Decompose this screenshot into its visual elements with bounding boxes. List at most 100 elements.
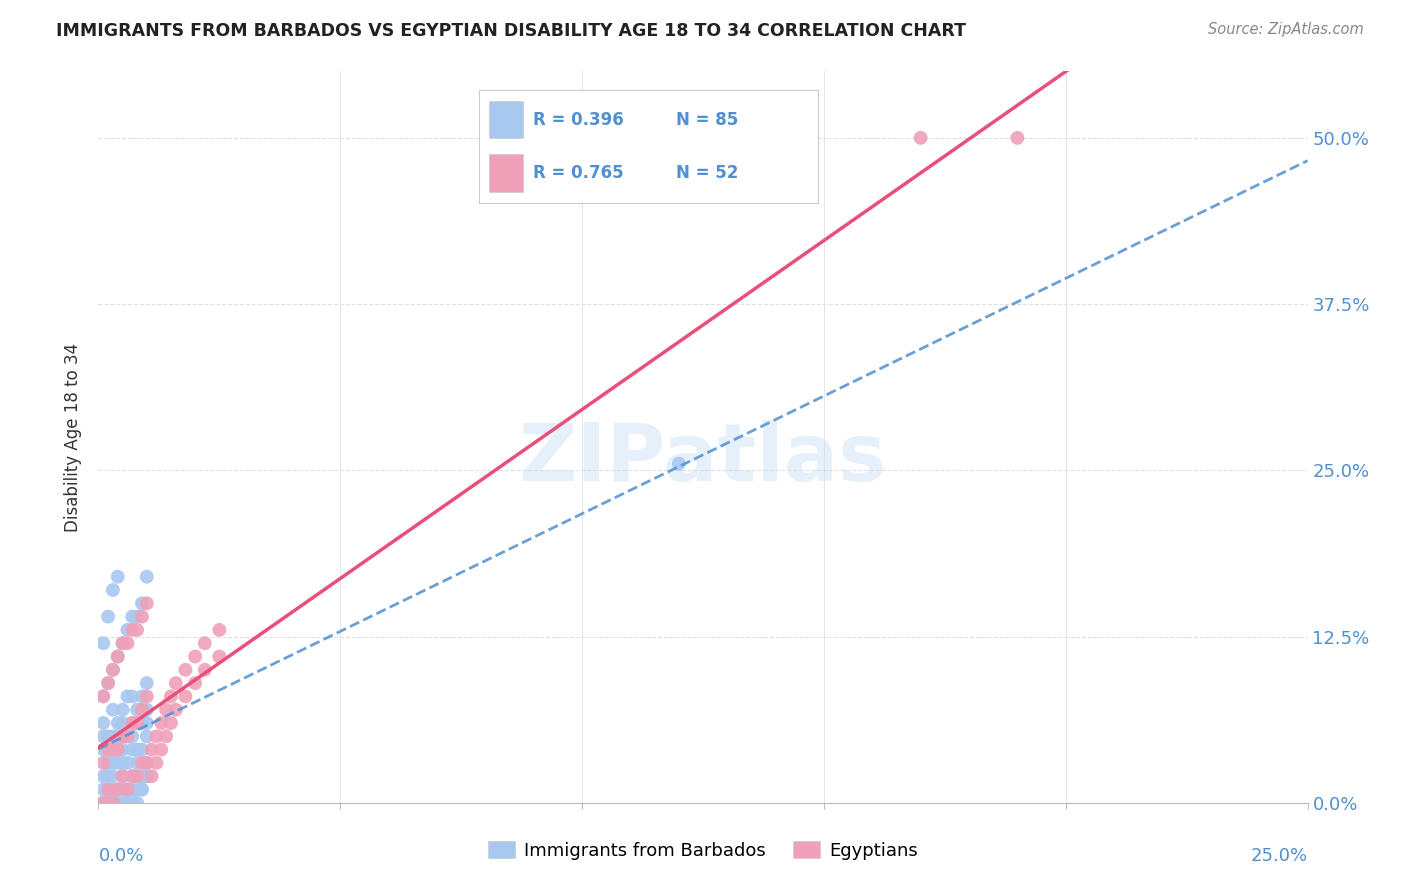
- Point: [101, 742, 124, 756]
- Point: [111, 756, 134, 770]
- Point: [127, 703, 149, 717]
- Point: [155, 729, 177, 743]
- Point: [101, 729, 124, 743]
- Point: [107, 756, 129, 770]
- Text: ZIPatlas: ZIPatlas: [519, 420, 887, 498]
- Point: [117, 782, 139, 797]
- Point: [127, 756, 149, 770]
- Point: [127, 716, 149, 731]
- Point: [668, 457, 690, 471]
- Point: [107, 742, 129, 756]
- Point: [121, 769, 143, 783]
- Point: [135, 756, 157, 770]
- Point: [121, 716, 143, 731]
- Point: [97, 729, 120, 743]
- Point: [145, 729, 167, 743]
- Point: [121, 796, 143, 810]
- Point: [127, 782, 149, 797]
- Point: [135, 703, 157, 717]
- Point: [107, 649, 129, 664]
- Point: [97, 782, 120, 797]
- Point: [91, 782, 114, 797]
- Point: [135, 716, 157, 731]
- Point: [107, 729, 129, 743]
- Legend: Immigrants from Barbados, Egyptians: Immigrants from Barbados, Egyptians: [481, 834, 925, 867]
- Point: [135, 690, 157, 704]
- Point: [107, 782, 129, 797]
- Point: [101, 769, 124, 783]
- Point: [184, 676, 207, 690]
- Point: [117, 690, 139, 704]
- Point: [91, 716, 114, 731]
- Point: [117, 782, 139, 797]
- Point: [117, 756, 139, 770]
- Point: [127, 742, 149, 756]
- Point: [117, 623, 139, 637]
- Point: [111, 742, 134, 756]
- Text: Source: ZipAtlas.com: Source: ZipAtlas.com: [1208, 22, 1364, 37]
- Point: [111, 769, 134, 783]
- Point: [111, 636, 134, 650]
- Point: [160, 690, 183, 704]
- Point: [91, 742, 114, 756]
- Point: [117, 636, 139, 650]
- Point: [107, 716, 129, 731]
- Point: [91, 756, 114, 770]
- Point: [101, 742, 124, 756]
- Point: [117, 796, 139, 810]
- Point: [107, 782, 129, 797]
- Point: [101, 796, 124, 810]
- Point: [97, 742, 120, 756]
- Text: 0.0%: 0.0%: [98, 847, 143, 864]
- Point: [135, 769, 157, 783]
- Point: [97, 676, 120, 690]
- Point: [160, 716, 183, 731]
- Point: [145, 756, 167, 770]
- Point: [127, 796, 149, 810]
- Point: [107, 782, 129, 797]
- Point: [165, 676, 187, 690]
- Point: [117, 729, 139, 743]
- Point: [135, 570, 157, 584]
- Point: [97, 756, 120, 770]
- Point: [101, 782, 124, 797]
- Point: [131, 716, 153, 731]
- Point: [97, 742, 120, 756]
- Point: [131, 596, 153, 610]
- Point: [131, 782, 153, 797]
- Point: [101, 663, 124, 677]
- Point: [150, 742, 173, 756]
- Point: [121, 729, 143, 743]
- Point: [141, 769, 163, 783]
- Point: [117, 729, 139, 743]
- Point: [150, 716, 173, 731]
- Point: [174, 663, 197, 677]
- Point: [184, 649, 207, 664]
- Point: [107, 796, 129, 810]
- Text: 25.0%: 25.0%: [1250, 847, 1308, 864]
- Point: [155, 703, 177, 717]
- Point: [127, 609, 149, 624]
- Point: [208, 623, 231, 637]
- Point: [121, 716, 143, 731]
- Point: [91, 729, 114, 743]
- Point: [101, 756, 124, 770]
- Point: [91, 636, 114, 650]
- Point: [107, 570, 129, 584]
- Point: [97, 796, 120, 810]
- Point: [165, 703, 187, 717]
- Point: [141, 742, 163, 756]
- Point: [127, 716, 149, 731]
- Point: [121, 769, 143, 783]
- Point: [194, 663, 217, 677]
- Point: [131, 742, 153, 756]
- Point: [111, 636, 134, 650]
- Point: [117, 782, 139, 797]
- Y-axis label: Disability Age 18 to 34: Disability Age 18 to 34: [65, 343, 83, 532]
- Point: [127, 623, 149, 637]
- Point: [131, 609, 153, 624]
- Point: [135, 676, 157, 690]
- Point: [111, 782, 134, 797]
- Point: [91, 796, 114, 810]
- Point: [174, 690, 197, 704]
